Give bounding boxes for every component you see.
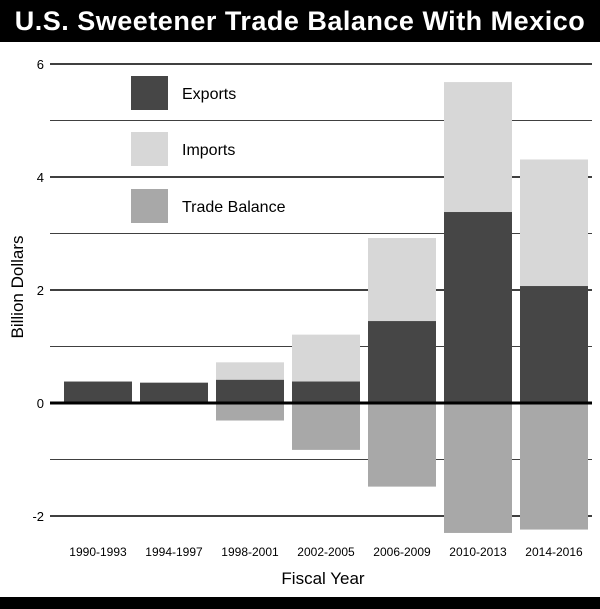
x-category-label: 2002-2005: [297, 545, 355, 559]
bottom-bar: [0, 597, 600, 609]
bar-trade-balance: [444, 403, 512, 533]
y-tick-label: -2: [32, 509, 44, 524]
bar-trade-balance: [520, 403, 588, 530]
y-tick-label: 0: [37, 396, 44, 411]
bar-trade-balance: [368, 403, 436, 487]
x-category-label: 1998-2001: [221, 545, 279, 559]
bar-exports: [444, 212, 512, 403]
y-tick-label: 6: [37, 57, 44, 72]
bar-trade-balance: [292, 403, 360, 450]
bar-exports: [216, 379, 284, 403]
x-category-labels: 1990-1993 1994-1997 1998-2001 2002-2005 2006…: [69, 545, 583, 559]
x-category-label: 1994-1997: [145, 545, 203, 559]
x-category-label: 2010-2013: [449, 545, 507, 559]
bar-exports: [520, 286, 588, 403]
x-category-label: 2014-2016: [525, 545, 583, 559]
bar-exports: [368, 321, 436, 403]
y-axis-title: Billion Dollars: [8, 236, 27, 339]
bars: [64, 82, 588, 533]
bar-exports: [140, 382, 208, 403]
legend-label: Exports: [182, 86, 236, 103]
legend-label: Trade Balance: [182, 199, 286, 216]
y-tick-label: 4: [37, 170, 44, 185]
legend-swatch: [131, 189, 168, 223]
legend: Exports Imports Trade Balance: [131, 76, 286, 223]
bar-trade-balance: [216, 403, 284, 421]
y-tick-labels: -2 0 2 4 6: [32, 57, 44, 524]
chart-title: U.S. Sweetener Trade Balance With Mexico: [0, 0, 600, 42]
y-tick-label: 2: [37, 283, 44, 298]
legend-label: Imports: [182, 142, 235, 159]
x-axis-title: Fiscal Year: [281, 569, 364, 588]
legend-swatch: [131, 132, 168, 166]
bar-exports: [64, 381, 132, 403]
x-category-label: 2006-2009: [373, 545, 431, 559]
x-category-label: 1990-1993: [69, 545, 127, 559]
legend-swatch: [131, 76, 168, 110]
bar-exports: [292, 381, 360, 403]
